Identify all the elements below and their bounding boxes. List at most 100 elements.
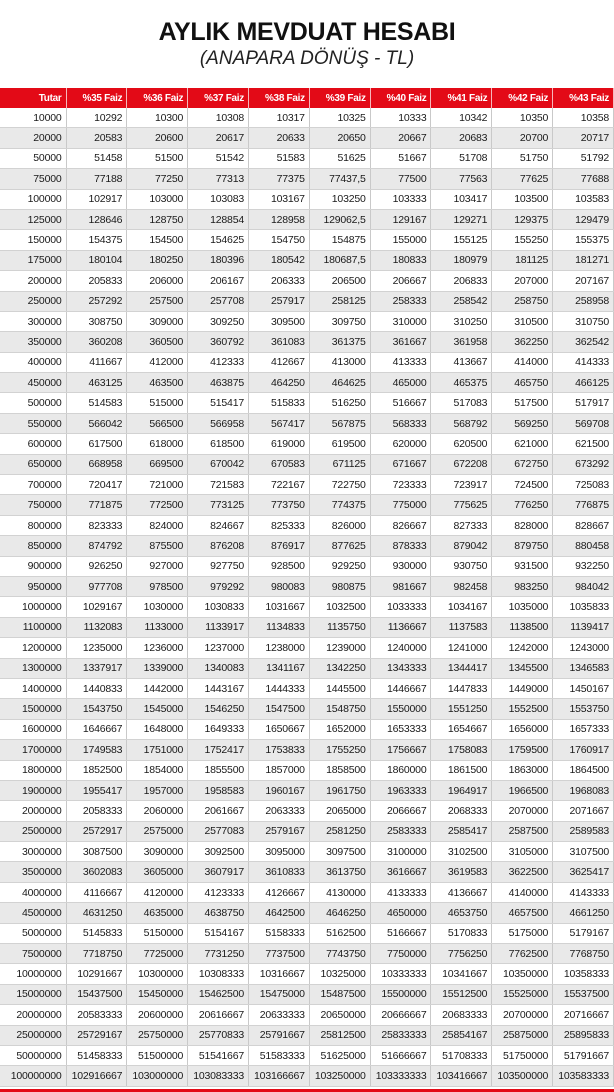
table-row: 1000000 1029167 1030000 1030833 1031667 10325… xyxy=(0,596,614,618)
return-cell: 206000 xyxy=(126,270,189,292)
return-cell: 102916667 xyxy=(66,1065,128,1087)
table-row: 950000 977708 978500 979292 980083 980875 9816… xyxy=(0,576,614,598)
return-cell: 672750 xyxy=(491,454,554,476)
amount-cell: 550000 xyxy=(0,413,67,435)
return-cell: 25895833 xyxy=(552,1025,614,1046)
return-cell: 773750 xyxy=(248,494,310,516)
return-cell: 983250 xyxy=(491,576,554,598)
amount-cell: 750000 xyxy=(0,494,67,516)
amount-cell: 100000000 xyxy=(0,1065,67,1087)
return-cell: 724500 xyxy=(491,474,554,496)
return-cell: 879750 xyxy=(491,535,554,557)
table-row: 400000 411667 412000 412333 412667 413000 4133… xyxy=(0,352,614,374)
return-cell: 15500000 xyxy=(370,984,432,1006)
return-cell: 7768750 xyxy=(552,943,614,965)
return-cell: 258333 xyxy=(370,291,432,312)
return-cell: 128646 xyxy=(66,209,128,231)
amount-cell: 5000000 xyxy=(0,923,67,945)
table-row: 650000 668958 669500 670042 670583 671125 6716… xyxy=(0,454,614,476)
return-cell: 15450000 xyxy=(126,984,189,1006)
return-cell: 1648000 xyxy=(126,719,189,741)
return-cell: 20617 xyxy=(187,127,249,149)
table-row: 15000000 15437500 15450000 15462500 15475000… xyxy=(0,984,614,1006)
return-cell: 1966500 xyxy=(491,780,554,802)
table-row: 300000 308750 309000 309250 309500 309750 3100… xyxy=(0,311,614,333)
return-cell: 20600 xyxy=(126,127,189,149)
return-cell: 258750 xyxy=(491,291,554,312)
return-cell: 51750 xyxy=(491,148,554,170)
return-cell: 516250 xyxy=(309,392,371,414)
table-row: 1200000 1235000 1236000 1237000 1238000 12390… xyxy=(0,637,614,659)
return-cell: 20583 xyxy=(66,127,128,149)
return-cell: 51792 xyxy=(552,148,614,170)
return-cell: 874792 xyxy=(66,535,128,557)
return-cell: 1339000 xyxy=(126,658,189,679)
return-cell: 1132083 xyxy=(66,617,128,639)
return-cell: 309000 xyxy=(126,311,189,333)
return-cell: 618500 xyxy=(187,433,249,455)
return-cell: 10358 xyxy=(552,108,614,129)
return-cell: 1756667 xyxy=(370,739,432,761)
table-row: 175000 180104 180250 180396 180542 180687,5 18… xyxy=(0,250,614,272)
return-cell: 51625000 xyxy=(309,1045,371,1067)
return-cell: 1337917 xyxy=(66,658,128,679)
return-cell: 412000 xyxy=(126,352,189,374)
return-cell: 927000 xyxy=(126,556,189,577)
return-cell: 3097500 xyxy=(309,841,371,863)
return-cell: 206500 xyxy=(309,270,371,292)
return-cell: 672208 xyxy=(430,454,493,476)
return-cell: 1650667 xyxy=(248,719,310,741)
amount-cell: 450000 xyxy=(0,372,67,394)
return-cell: 775000 xyxy=(370,494,432,516)
table-row: 2000000 2058333 2060000 2061667 2063333 20650… xyxy=(0,800,614,822)
return-cell: 25791667 xyxy=(248,1025,310,1046)
return-cell: 310500 xyxy=(491,311,554,333)
return-cell: 1240000 xyxy=(370,637,432,659)
return-cell: 310250 xyxy=(430,311,493,333)
amount-cell: 1800000 xyxy=(0,760,67,781)
table-body: 10000 10292 10300 10308 10317 10325 10333 10342… xyxy=(0,108,614,1087)
amount-cell: 125000 xyxy=(0,209,67,231)
return-cell: 206167 xyxy=(187,270,249,292)
return-cell: 1755250 xyxy=(309,739,371,761)
return-cell: 618000 xyxy=(126,433,189,455)
return-cell: 20700000 xyxy=(491,1004,554,1026)
table-row: 1700000 1749583 1751000 1752417 1753833 17552… xyxy=(0,739,614,761)
amount-cell: 250000 xyxy=(0,291,67,312)
return-cell: 3087500 xyxy=(66,841,128,863)
amount-cell: 1200000 xyxy=(0,637,67,659)
amount-cell: 700000 xyxy=(0,474,67,496)
return-cell: 360500 xyxy=(126,331,189,353)
return-cell: 1033333 xyxy=(370,596,432,618)
return-cell: 10341667 xyxy=(430,963,493,985)
amount-cell: 175000 xyxy=(0,250,67,272)
return-cell: 362542 xyxy=(552,331,614,353)
return-cell: 258542 xyxy=(430,291,493,312)
return-cell: 20683333 xyxy=(430,1004,493,1026)
table-row: 800000 823333 824000 824667 825333 826000 8266… xyxy=(0,515,614,537)
return-cell: 5162500 xyxy=(309,923,371,945)
amount-cell: 950000 xyxy=(0,576,67,598)
return-cell: 77437,5 xyxy=(309,168,371,190)
return-cell: 4120000 xyxy=(126,882,189,904)
return-cell: 51500000 xyxy=(126,1045,189,1067)
return-cell: 103167 xyxy=(248,189,310,210)
return-cell: 51542 xyxy=(187,148,249,170)
return-cell: 20583333 xyxy=(66,1004,128,1026)
return-cell: 257708 xyxy=(187,291,249,312)
return-cell: 980083 xyxy=(248,576,310,598)
return-cell: 515417 xyxy=(187,392,249,414)
return-cell: 3105000 xyxy=(491,841,554,863)
return-cell: 2061667 xyxy=(187,800,249,822)
return-cell: 154375 xyxy=(66,229,128,251)
return-cell: 517083 xyxy=(430,392,493,414)
return-cell: 721000 xyxy=(126,474,189,496)
return-cell: 617500 xyxy=(66,433,128,455)
return-cell: 465375 xyxy=(430,372,493,394)
return-cell: 4661250 xyxy=(552,902,614,924)
return-cell: 2572917 xyxy=(66,821,128,843)
return-cell: 103083333 xyxy=(187,1065,249,1087)
return-cell: 515833 xyxy=(248,392,310,414)
return-cell: 20650 xyxy=(309,127,371,149)
return-cell: 1855500 xyxy=(187,760,249,781)
